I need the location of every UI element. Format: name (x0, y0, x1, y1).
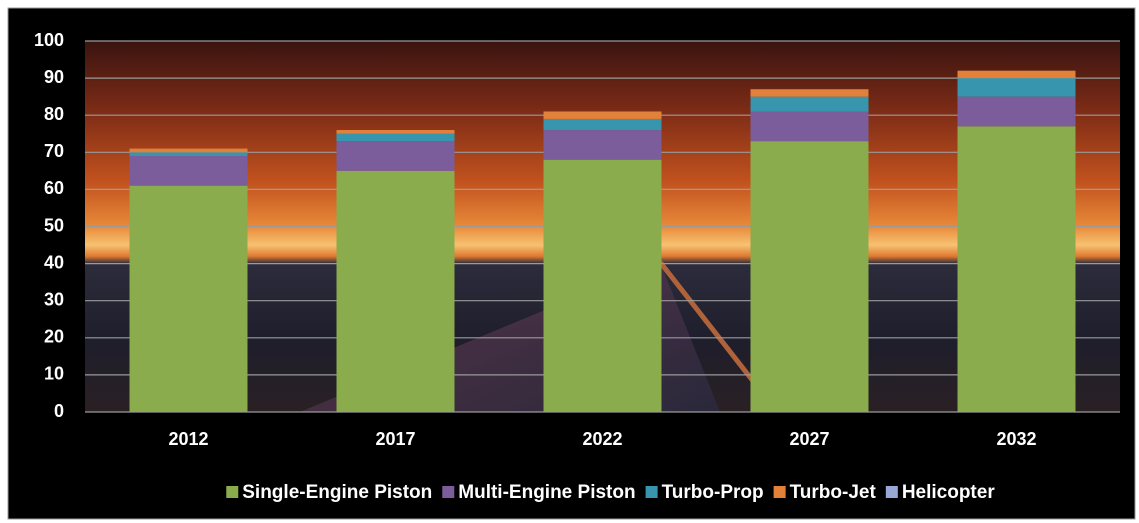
legend-label: Turbo-Prop (662, 482, 764, 503)
bar-segment (129, 185, 248, 412)
y-tick-label: 90 (44, 67, 64, 87)
bar-segment (336, 133, 455, 142)
y-tick-label: 40 (44, 252, 64, 272)
y-tick-label: 70 (44, 141, 64, 161)
bar-segment (543, 111, 662, 119)
x-tick-label: 2012 (168, 429, 208, 449)
bar-segment (129, 148, 248, 153)
y-tick-label: 80 (44, 104, 64, 124)
x-tick-label: 2017 (375, 429, 415, 449)
bar-segment (957, 70, 1076, 79)
bar-segment (750, 111, 869, 142)
bar-segment (336, 170, 455, 412)
bar-segment (543, 118, 662, 131)
legend-label: Helicopter (902, 482, 996, 503)
bar-segment (129, 152, 248, 157)
legend-label: Single-Engine Piston (242, 482, 432, 503)
bar-segment (129, 156, 248, 186)
bar-segment (543, 130, 662, 160)
y-tick-label: 10 (44, 364, 64, 384)
bar-segment (957, 78, 1076, 97)
legend-swatch (773, 486, 786, 498)
y-tick-label: 0 (54, 401, 64, 421)
x-tick-label: 2027 (789, 429, 829, 449)
bar-segment (957, 126, 1076, 412)
y-tick-label: 50 (44, 215, 64, 235)
bar-segment (750, 141, 869, 413)
x-tick-label: 2022 (582, 429, 622, 449)
bar-segment (750, 89, 869, 97)
legend-label: Turbo-Jet (790, 482, 877, 503)
bar-segment (336, 130, 455, 134)
x-tick-label: 2032 (996, 429, 1036, 449)
wing-edge (658, 260, 762, 392)
bar-segment (543, 159, 662, 412)
y-tick-label: 100 (34, 30, 64, 50)
legend-swatch (645, 486, 658, 498)
y-tick-label: 30 (44, 289, 64, 309)
legend-label: Multi-Engine Piston (458, 482, 635, 503)
legend-swatch (885, 486, 898, 498)
y-tick-label: 20 (44, 327, 64, 347)
legend-swatch (226, 486, 239, 498)
y-tick-label: 60 (44, 178, 64, 198)
bar-segment (336, 141, 455, 171)
legend-swatch (442, 486, 455, 498)
bar-segment (750, 96, 869, 112)
bar-segment (957, 96, 1076, 127)
